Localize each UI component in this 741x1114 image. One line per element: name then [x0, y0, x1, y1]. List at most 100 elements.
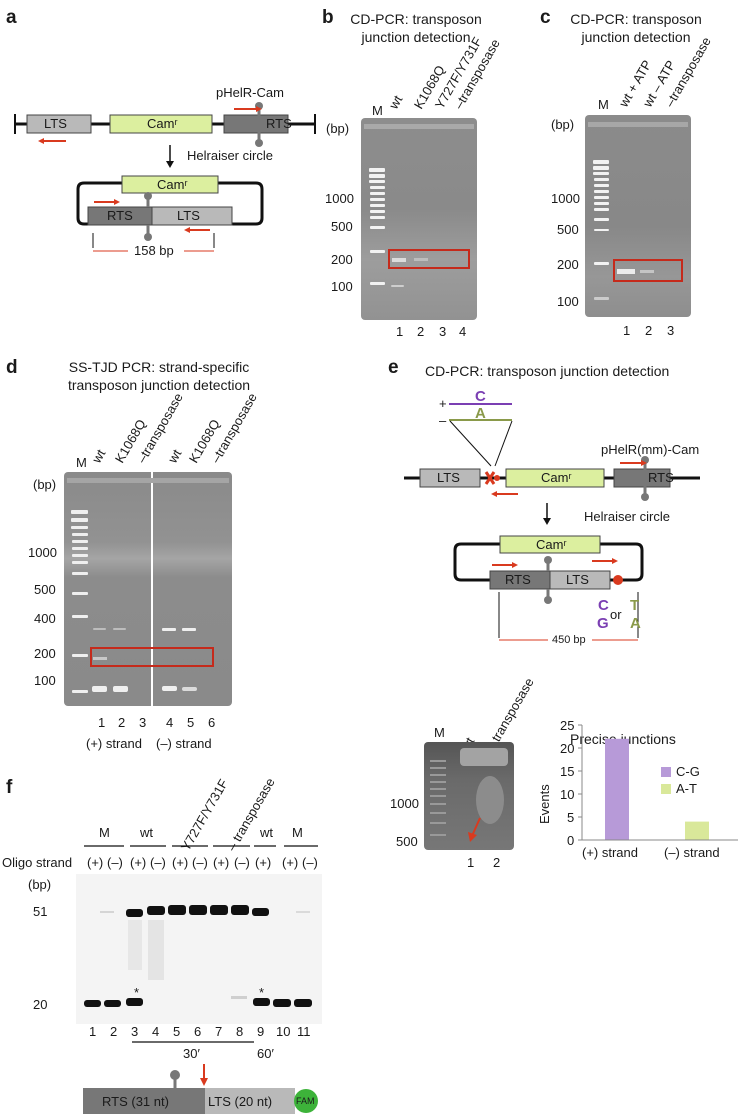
ladder-c-100: 100	[557, 294, 579, 309]
strand-sign-11: (–)	[302, 855, 318, 870]
arrow-label-a: Helraiser circle	[187, 148, 273, 163]
ladder-d-1000: 1000	[28, 545, 57, 560]
chart-ytick-5: 5	[567, 810, 575, 825]
gel-e	[424, 742, 514, 850]
or-label-e: or	[610, 607, 622, 622]
lane-num-d-5: 5	[187, 715, 195, 730]
pair2-top-e: T	[630, 597, 640, 614]
bp-label-f: (bp)	[28, 877, 52, 892]
camr-circle-label-e: Camʳ	[536, 537, 567, 552]
legend-at-swatch	[661, 784, 671, 794]
rts-label-e: RTS	[648, 470, 674, 485]
lane-num-f-4: 4	[152, 1024, 160, 1039]
panel-b-title: CD-PCR: transposon junction detection	[336, 10, 496, 46]
lane-label-c-M: M	[598, 97, 609, 112]
lane-num-f-11: 11	[297, 1024, 311, 1039]
time-60: 60′	[257, 1046, 274, 1061]
legend-cg-label: C-G	[676, 764, 700, 779]
construct-label-a: pHelR-Cam	[216, 85, 284, 100]
rts-circle-label-a: RTS	[107, 208, 133, 223]
ladder-d-500: 500	[34, 582, 56, 597]
panel-e-title: CD-PCR: transposon junction detection	[425, 363, 670, 379]
strand-sign-4: (–)	[150, 855, 166, 870]
ladder-b-100: 100	[331, 279, 353, 294]
panel-c-title-line2: junction detection	[581, 29, 691, 45]
strand-label-minus-d: (–) strand	[156, 736, 212, 751]
lane-label-e-M: M	[434, 725, 445, 740]
ladder-d-200: 200	[34, 646, 56, 661]
strand-sign-6: (–)	[192, 855, 208, 870]
lts-label-a: LTS	[44, 116, 67, 131]
lane-num-c-2: 2	[645, 323, 653, 338]
chart-ylabel: Events	[537, 784, 552, 824]
minus-sign-e: –	[439, 413, 447, 428]
lane-num-b-4: 4	[459, 324, 467, 339]
panel-c-title-line1: CD-PCR: transposon	[570, 11, 702, 27]
group-label-wt2: wt	[260, 825, 273, 840]
lane-num-e-1: 1	[467, 855, 475, 870]
strand-sign-8: (–)	[234, 855, 250, 870]
ladder-e-1000: 1000	[390, 796, 419, 811]
panel-b-title-line2: junction detection	[361, 29, 471, 45]
lane-num-f-10: 10	[276, 1024, 291, 1039]
chart-ytick-20: 20	[560, 741, 575, 756]
panel-a-letter: a	[6, 7, 17, 28]
strand-sign-10: (+)	[282, 855, 299, 870]
size-label-e: 450 bp	[552, 634, 586, 646]
ladder-d-400: 400	[34, 611, 56, 626]
lane-num-f-3: 3	[131, 1024, 139, 1039]
group-label-M2: M	[292, 825, 303, 840]
substrate-rts: RTS (31 nt)	[102, 1094, 169, 1109]
ladder-c-1000: 1000	[551, 191, 580, 206]
panel-b-letter: b	[322, 7, 334, 28]
pair1-bottom-e: G	[597, 615, 609, 632]
fam-label: FAM	[296, 1096, 315, 1106]
lane-label-d-wt1: wt	[88, 446, 109, 466]
size-20-f: 20	[33, 997, 48, 1012]
plus-sign-e: +	[439, 396, 447, 411]
panel-c-title: CD-PCR: transposon junction detection	[556, 10, 716, 46]
ladder-b-unit: (bp)	[326, 121, 350, 136]
arrow-label-e: Helraiser circle	[584, 509, 670, 524]
rts-label-a: RTS	[266, 116, 292, 131]
chart-ytick-25: 25	[560, 718, 575, 733]
ladder-b-500: 500	[331, 219, 353, 234]
lane-num-d-2: 2	[118, 715, 126, 730]
lane-num-f-2: 2	[110, 1024, 118, 1039]
panel-f-letter: f	[6, 777, 13, 798]
lane-num-c-3: 3	[667, 323, 675, 338]
bar-c-g-0	[605, 738, 629, 840]
group-label-wt1: wt	[140, 825, 153, 840]
chart-ytick-15: 15	[560, 764, 575, 779]
panel-d-title: SS-TJD PCR: strand-specific transposon j…	[46, 358, 272, 394]
base-a-e: A	[475, 405, 486, 422]
strand-sign-1: (+)	[87, 855, 104, 870]
lane-label-d-M: M	[76, 455, 87, 470]
gel-b	[361, 118, 477, 320]
ladder-d-unit: (bp)	[33, 477, 57, 492]
legend-cg-swatch	[661, 767, 671, 777]
strand-label-plus-d: (+) strand	[86, 736, 142, 751]
ladder-b-1000: 1000	[325, 191, 354, 206]
strand-sign-2: (–)	[107, 855, 123, 870]
strand-sign-3: (+)	[130, 855, 147, 870]
size-label-a: 158 bp	[134, 243, 174, 258]
panel-b-title-line1: CD-PCR: transposon	[350, 11, 482, 27]
lane-num-c-1: 1	[623, 323, 631, 338]
ladder-e-500: 500	[396, 834, 418, 849]
size-51-f: 51	[33, 904, 48, 919]
rts-circle-label-e: RTS	[505, 572, 531, 587]
chart-ytick-0: 0	[567, 833, 575, 848]
pair2-bottom-e: A	[630, 615, 641, 632]
lane-num-b-1: 1	[396, 324, 404, 339]
lane-num-d-4: 4	[166, 715, 174, 730]
pair1-top-e: C	[598, 597, 609, 614]
ladder-c-200: 200	[557, 257, 579, 272]
group-label-notransposase: – transposase	[223, 775, 278, 854]
lane-num-f-5: 5	[173, 1024, 181, 1039]
strand-sign-7: (+)	[213, 855, 230, 870]
oligo-strand-label: Oligo strand	[2, 855, 73, 870]
ladder-b-200: 200	[331, 252, 353, 267]
gel-f	[76, 874, 322, 1024]
lane-num-f-1: 1	[89, 1024, 97, 1039]
